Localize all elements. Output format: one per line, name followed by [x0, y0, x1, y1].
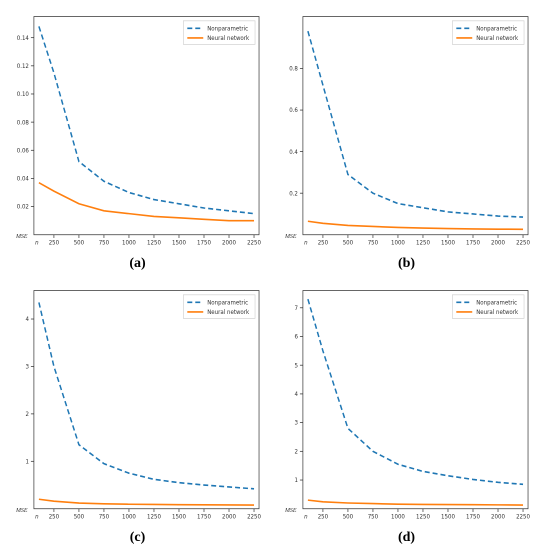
- svg-text:4: 4: [294, 392, 298, 398]
- svg-text:1500: 1500: [172, 514, 186, 520]
- svg-text:3: 3: [294, 421, 298, 427]
- chart-d: 250 500 750 1000 1250 1500 1750 2000 2250 n 1 2 3 4 5 6…: [277, 282, 536, 528]
- svg-text:MSE: MSE: [15, 233, 28, 240]
- svg-text:750: 750: [99, 240, 110, 246]
- svg-text:1750: 1750: [466, 514, 480, 520]
- caption-c: (c): [130, 530, 146, 546]
- svg-text:500: 500: [74, 514, 85, 520]
- svg-text:0.04: 0.04: [17, 176, 30, 182]
- svg-text:500: 500: [343, 240, 354, 246]
- svg-text:n: n: [35, 240, 39, 246]
- panel-b: 250 500 750 1000 1250 1500 1750 2000 2250 n 0.2 0.4…: [277, 8, 536, 272]
- svg-text:500: 500: [74, 240, 85, 246]
- svg-text:4: 4: [25, 317, 29, 323]
- caption-a: (a): [129, 256, 145, 272]
- caption-b: (b): [398, 256, 415, 272]
- svg-text:1250: 1250: [147, 514, 161, 520]
- svg-text:750: 750: [368, 514, 379, 520]
- svg-text:n: n: [304, 514, 308, 520]
- svg-text:1000: 1000: [391, 514, 405, 520]
- svg-text:Neural network: Neural network: [476, 36, 519, 42]
- svg-text:2000: 2000: [491, 240, 505, 246]
- panel-a: 250 500 750 1000 1250 1500 1750 2000 2250 n 0.02 0.…: [8, 8, 267, 272]
- svg-text:750: 750: [99, 514, 110, 520]
- svg-text:Nonparametric: Nonparametric: [207, 300, 248, 306]
- svg-text:2: 2: [294, 449, 298, 455]
- svg-text:MSE: MSE: [15, 507, 28, 514]
- svg-text:2000: 2000: [491, 514, 505, 520]
- svg-text:250: 250: [318, 514, 329, 520]
- svg-text:1750: 1750: [466, 240, 480, 246]
- svg-text:250: 250: [49, 514, 60, 520]
- svg-text:5: 5: [294, 363, 298, 369]
- svg-text:Nonparametric: Nonparametric: [207, 26, 248, 32]
- svg-text:750: 750: [368, 240, 379, 246]
- svg-text:0.12: 0.12: [17, 64, 30, 70]
- svg-text:250: 250: [49, 240, 60, 246]
- svg-text:0.06: 0.06: [17, 148, 30, 154]
- svg-text:1250: 1250: [416, 514, 430, 520]
- svg-text:0.4: 0.4: [289, 150, 298, 156]
- svg-text:0.6: 0.6: [289, 108, 298, 114]
- svg-text:0.02: 0.02: [17, 205, 30, 211]
- svg-text:Nonparametric: Nonparametric: [476, 300, 517, 306]
- svg-text:1000: 1000: [122, 240, 136, 246]
- svg-text:1750: 1750: [197, 240, 211, 246]
- svg-text:1750: 1750: [197, 514, 211, 520]
- svg-text:1: 1: [25, 459, 29, 465]
- svg-text:MSE: MSE: [284, 507, 297, 514]
- svg-text:2: 2: [25, 412, 29, 418]
- svg-text:0.08: 0.08: [17, 120, 30, 126]
- svg-text:1000: 1000: [391, 240, 405, 246]
- svg-text:1250: 1250: [147, 240, 161, 246]
- svg-text:1: 1: [294, 478, 298, 484]
- chart-c: 250 500 750 1000 1250 1500 1750 2000 2250 n 1 2 3 4 MS…: [8, 282, 267, 528]
- svg-text:1500: 1500: [441, 514, 455, 520]
- chart-b: 250 500 750 1000 1250 1500 1750 2000 2250 n 0.2 0.4…: [277, 8, 536, 254]
- svg-text:7: 7: [294, 306, 298, 312]
- svg-text:Nonparametric: Nonparametric: [476, 26, 517, 32]
- svg-text:6: 6: [294, 334, 298, 340]
- panel-d: 250 500 750 1000 1250 1500 1750 2000 2250 n 1 2 3 4 5 6…: [277, 282, 536, 546]
- figure-grid: 250500750100012501500175020002250n0.020.…: [0, 0, 544, 550]
- svg-text:Neural network: Neural network: [476, 310, 519, 316]
- svg-text:0.8: 0.8: [289, 67, 298, 73]
- svg-text:500: 500: [343, 514, 354, 520]
- svg-text:2250: 2250: [516, 514, 530, 520]
- caption-d: (d): [398, 530, 415, 546]
- svg-text:2250: 2250: [516, 240, 530, 246]
- svg-text:1500: 1500: [441, 240, 455, 246]
- svg-text:0.10: 0.10: [17, 92, 30, 98]
- svg-text:2000: 2000: [222, 240, 236, 246]
- svg-text:2250: 2250: [247, 514, 261, 520]
- svg-text:1000: 1000: [122, 514, 136, 520]
- svg-text:Neural network: Neural network: [207, 36, 250, 42]
- chart-a: 250 500 750 1000 1250 1500 1750 2000 2250 n 0.02 0.…: [8, 8, 267, 254]
- svg-text:MSE: MSE: [284, 233, 297, 240]
- panel-c: 250 500 750 1000 1250 1500 1750 2000 2250 n 1 2 3 4 MS…: [8, 282, 267, 546]
- svg-text:n: n: [304, 240, 308, 246]
- svg-text:1500: 1500: [172, 240, 186, 246]
- svg-text:Neural network: Neural network: [207, 310, 250, 316]
- svg-text:n: n: [35, 514, 39, 520]
- svg-text:2000: 2000: [222, 514, 236, 520]
- svg-text:2250: 2250: [247, 240, 261, 246]
- svg-text:0.2: 0.2: [289, 191, 298, 197]
- svg-text:3: 3: [25, 364, 29, 370]
- svg-text:0.14: 0.14: [17, 36, 30, 42]
- svg-text:250: 250: [318, 240, 329, 246]
- svg-text:1250: 1250: [416, 240, 430, 246]
